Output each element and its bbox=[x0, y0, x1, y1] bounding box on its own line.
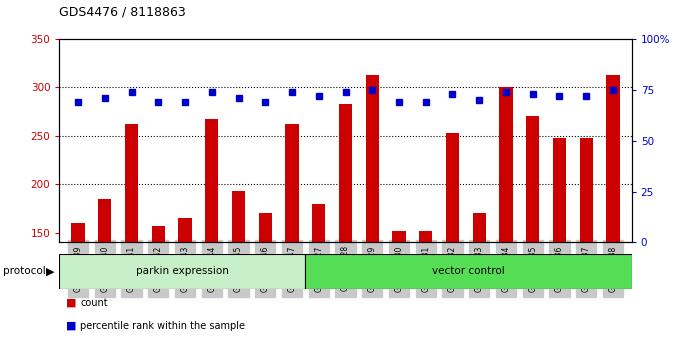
Bar bbox=[232, 191, 245, 354]
Bar bbox=[151, 226, 165, 354]
Text: percentile rank within the sample: percentile rank within the sample bbox=[80, 321, 245, 331]
Bar bbox=[258, 213, 272, 354]
Bar bbox=[312, 204, 325, 354]
Text: parkin expression: parkin expression bbox=[135, 266, 228, 276]
Bar bbox=[579, 138, 593, 354]
Bar bbox=[607, 75, 620, 354]
Text: ▶: ▶ bbox=[46, 266, 54, 276]
Text: count: count bbox=[80, 298, 108, 308]
Bar bbox=[366, 75, 379, 354]
Bar bbox=[473, 213, 486, 354]
Text: GDS4476 / 8118863: GDS4476 / 8118863 bbox=[59, 5, 186, 18]
Bar bbox=[392, 231, 406, 354]
Bar bbox=[205, 119, 218, 354]
Bar bbox=[59, 254, 304, 289]
Bar bbox=[553, 138, 566, 354]
Bar bbox=[499, 87, 512, 354]
Text: vector control: vector control bbox=[432, 266, 505, 276]
Bar bbox=[98, 199, 112, 354]
Bar bbox=[526, 116, 540, 354]
Text: ■: ■ bbox=[66, 321, 77, 331]
Bar bbox=[446, 133, 459, 354]
Bar bbox=[304, 254, 632, 289]
Text: ■: ■ bbox=[66, 298, 77, 308]
Bar bbox=[179, 218, 192, 354]
Bar bbox=[339, 104, 352, 354]
Text: protocol: protocol bbox=[3, 266, 45, 276]
Bar bbox=[125, 124, 138, 354]
Bar bbox=[285, 124, 299, 354]
Bar bbox=[419, 231, 433, 354]
Bar bbox=[71, 223, 84, 354]
